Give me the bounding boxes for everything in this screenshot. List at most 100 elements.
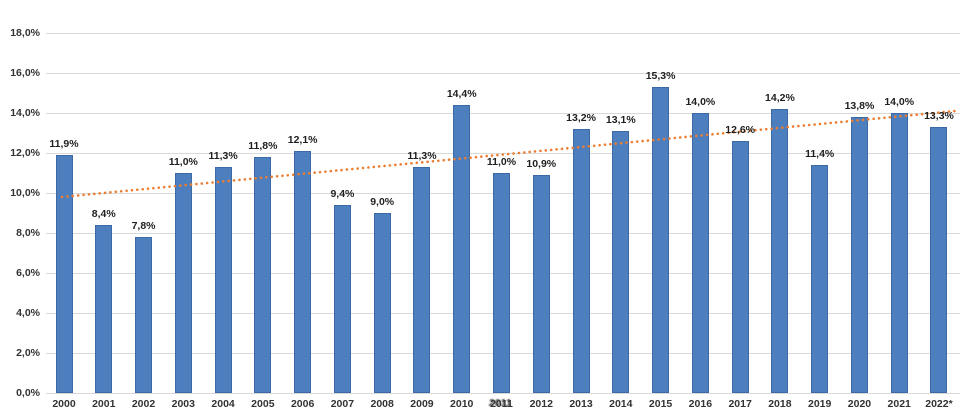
x-axis-tick-label: 2008 xyxy=(350,398,414,411)
x-axis-tick-text: 2005 xyxy=(251,398,275,410)
x-axis-tick-label: 2007 xyxy=(310,398,374,411)
x-axis-tick-text: 2006 xyxy=(290,398,315,410)
x-axis-tick-label: 2022* xyxy=(907,398,960,411)
x-axis-tick-text: 2016 xyxy=(688,398,713,410)
bar xyxy=(294,151,312,393)
bar-value-label: 11,4% xyxy=(805,148,835,160)
bar xyxy=(254,157,272,393)
bar-value-label: 14,4% xyxy=(446,88,477,100)
bar-value-label: 11,3% xyxy=(407,150,437,162)
x-axis-tick-text: 2010 xyxy=(450,398,474,410)
x-axis-tick-text: 2014 xyxy=(609,398,633,410)
y-axis-tick-label: 10,0% xyxy=(10,187,40,199)
x-axis-tick-label: 2020 xyxy=(827,398,891,411)
x-axis-tick-label: 2014 xyxy=(589,398,653,411)
bar xyxy=(135,237,153,393)
bar-value-label: 12,6% xyxy=(725,124,756,136)
x-axis-tick-text: 2022* xyxy=(925,398,953,410)
bar-value-label: 14,0% xyxy=(884,96,915,108)
bar xyxy=(612,131,630,393)
bar-value-label: 13,3% xyxy=(924,110,954,122)
bar-value-label: 14,0% xyxy=(685,96,716,108)
bar xyxy=(453,105,471,393)
x-axis-tick-text: 2002 xyxy=(131,398,156,410)
gridline xyxy=(46,33,960,34)
bar-value-label: 10,9% xyxy=(526,158,557,170)
x-axis-tick-label: 2006 xyxy=(271,398,335,411)
bar-value-label: 12,1% xyxy=(287,134,318,146)
y-axis-tick-label: 12,0% xyxy=(10,147,40,159)
x-axis-tick-label: 2021 xyxy=(867,398,931,411)
x-axis-tick-text: 2015 xyxy=(648,398,673,410)
x-axis-tick-text: 2021 xyxy=(887,398,911,410)
x-axis-tick-label: 2016 xyxy=(668,398,732,411)
x-axis-tick-label: 2011 2011 xyxy=(469,397,533,411)
x-axis-tick-text: 2020 xyxy=(847,398,872,410)
bar xyxy=(771,109,789,393)
bar-value-label: 13,8% xyxy=(844,100,875,112)
bar xyxy=(572,129,590,393)
y-axis-tick-label: 14,0% xyxy=(10,107,40,119)
x-axis-tick-text: 2009 xyxy=(410,398,434,410)
bar-value-label: 9,0% xyxy=(370,196,395,208)
gridline xyxy=(46,73,960,74)
bar xyxy=(652,87,670,393)
x-axis-tick-text: 2001 xyxy=(92,398,116,410)
bar xyxy=(333,205,351,393)
x-axis-tick-label: 2010 xyxy=(430,398,494,411)
bar xyxy=(691,113,709,393)
y-axis-tick-label: 0,0% xyxy=(16,387,40,399)
x-axis-tick-label: 2018 xyxy=(748,398,812,411)
bar xyxy=(174,173,192,393)
bar xyxy=(55,155,73,393)
x-axis-tick-label: 2002 xyxy=(112,398,176,411)
x-axis-tick-label: 2012 xyxy=(509,398,573,411)
x-axis-tick-label: 2019 xyxy=(788,398,852,411)
x-axis-tick-label: 2005 xyxy=(231,398,295,411)
bar xyxy=(373,213,391,393)
gridline xyxy=(46,393,960,394)
x-axis-tick-label: 2015 xyxy=(629,398,693,411)
bar xyxy=(731,141,749,393)
bar xyxy=(930,127,948,393)
bar xyxy=(214,167,232,393)
x-axis-tick-label: 2003 xyxy=(151,398,215,411)
x-axis-tick-text: 2004 xyxy=(211,398,235,410)
x-axis-tick-label: 2004 xyxy=(191,398,255,411)
y-axis-tick-label: 16,0% xyxy=(10,67,40,79)
bar xyxy=(532,175,550,393)
bar xyxy=(890,113,908,393)
x-axis-tick-text: 2019 xyxy=(807,398,832,410)
x-axis-tick-text: 2008 xyxy=(370,398,394,410)
bar-value-label: 13,1% xyxy=(605,114,636,126)
y-axis-tick-label: 18,0% xyxy=(10,27,40,39)
bar-value-label: 11,9% xyxy=(49,138,79,150)
bar xyxy=(492,173,510,393)
x-axis-tick-text: 2011 xyxy=(490,398,513,410)
gridline xyxy=(46,113,960,114)
bar xyxy=(95,225,113,393)
x-axis-tick-text: 2000 xyxy=(52,398,76,410)
bar xyxy=(413,167,431,393)
bar-value-label: 8,4% xyxy=(91,208,116,220)
y-axis-tick-label: 6,0% xyxy=(16,267,40,279)
bar xyxy=(850,117,868,393)
x-axis-tick-label: 2009 xyxy=(390,398,454,411)
x-axis-tick-label: 2013 xyxy=(549,398,613,411)
x-axis-tick-text: 2018 xyxy=(768,398,792,410)
x-axis-tick-label: 2000 xyxy=(32,398,96,411)
x-axis-tick-text: 2012 xyxy=(529,398,553,410)
bar-value-label: 7,8% xyxy=(131,220,156,232)
x-axis-tick-text: 2017 xyxy=(728,398,752,410)
y-axis-tick-label: 2,0% xyxy=(16,347,40,359)
y-axis-tick-label: 8,0% xyxy=(16,227,40,239)
x-axis-tick-text: 2013 xyxy=(569,398,593,410)
x-axis-tick-text: 2003 xyxy=(171,398,195,410)
x-axis-tick-text: 2007 xyxy=(330,398,355,410)
x-axis-tick-label: 2017 xyxy=(708,398,772,411)
bar-value-label: 14,2% xyxy=(765,92,795,104)
bar xyxy=(811,165,829,393)
bar-value-label: 15,3% xyxy=(645,70,676,82)
y-axis-tick-label: 4,0% xyxy=(16,307,40,319)
